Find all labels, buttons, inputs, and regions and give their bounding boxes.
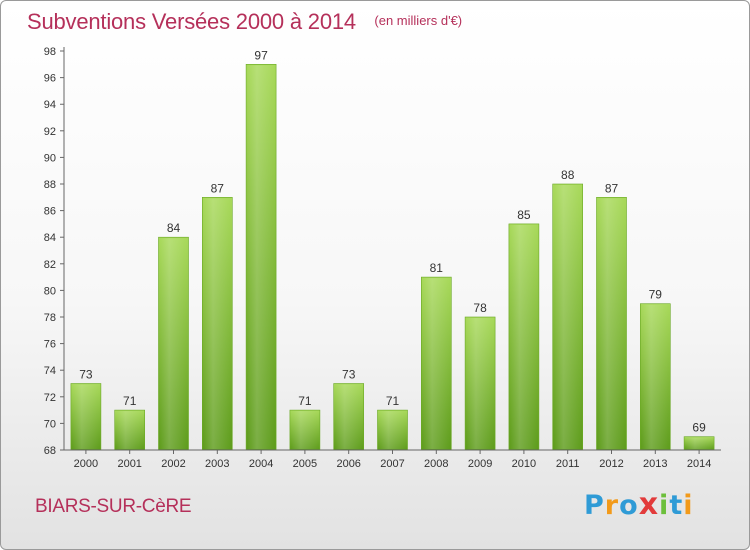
x-tick-label: 2003 [205,458,229,470]
x-tick-label: 2013 [643,458,667,470]
x-tick-label: 2002 [161,458,185,470]
y-tick-label: 72 [44,392,56,404]
bar-value-label: 88 [561,168,575,182]
y-axis: 68 70 72 74 76 78 80 82 84 86 88 90 92 94 96 98 [44,46,65,457]
bar-highlight [509,224,538,449]
y-tick-label: 88 [44,179,56,191]
y-tick-label: 68 [44,445,56,457]
bar-highlight [290,411,319,449]
x-tick-label: 2006 [336,458,360,470]
bar-value-label: 85 [517,208,531,222]
bar-highlight [422,278,451,449]
x-axis: 2000 2001 2002 2003 2004 2005 2006 2007 2008 2009… [64,449,721,470]
y-tick-label: 90 [44,152,56,164]
y-tick-label: 78 [44,312,56,324]
bar-highlight [685,437,714,449]
bar-value-label: 71 [123,394,137,408]
bar-value-label: 78 [473,301,487,315]
y-tick-label: 84 [44,232,56,244]
x-tick-label: 2014 [687,458,711,470]
x-tick-label: 2012 [599,458,623,470]
bar-value-label: 69 [692,421,706,435]
x-tick-label: 2010 [512,458,536,470]
y-tick-label: 96 [44,73,56,85]
brand-letter: t [669,490,684,521]
brand-letter: i [683,490,694,521]
bar-highlight [203,198,232,449]
bar-highlight [159,238,188,449]
y-tick-label: 80 [44,285,56,297]
x-tick-label: 2005 [293,458,317,470]
x-tick-label: 2000 [74,458,98,470]
y-tick-label: 74 [44,365,56,377]
bar-value-label: 79 [649,288,663,302]
bar-highlight [115,411,144,449]
x-tick-label: 2009 [468,458,492,470]
bar-value-label: 73 [342,368,356,382]
y-tick-label: 92 [44,126,56,138]
bar-value-label: 73 [79,368,93,382]
chart-subtitle: (en milliers d'€) [374,13,463,28]
bar-value-label: 84 [167,221,181,235]
y-tick-label: 82 [44,259,56,271]
y-tick-label: 76 [44,339,56,351]
bar-highlight [641,304,670,449]
brand-letter: P [584,490,605,521]
bar-highlight [247,65,276,450]
bar-value-label: 81 [430,261,444,275]
brand-letter: r [604,490,620,521]
commune-name: BIARS-SUR-CèRE [35,496,192,517]
bar-highlight [378,411,407,449]
brand-letter: x [638,487,660,522]
bars: 73 71 84 87 97 71 73 71 81 78 85 88 87 79 69 [70,48,715,451]
brand-logo[interactable]: Proxiti [584,487,694,522]
x-tick-label: 2007 [380,458,404,470]
x-tick-label: 2001 [117,458,141,470]
bar-value-label: 87 [211,181,225,195]
y-tick-label: 98 [44,46,56,58]
bar-value-label: 87 [605,181,619,195]
bar-highlight [466,318,495,449]
bar-value-label: 97 [254,48,268,62]
bar-highlight [553,185,582,449]
y-tick-label: 86 [44,206,56,218]
x-tick-label: 2011 [556,458,580,470]
y-tick-label: 94 [44,99,56,111]
brand-letter: i [659,490,670,521]
bar-value-label: 71 [386,394,400,408]
bar-value-label: 71 [298,394,312,408]
title-row: Subventions Versées 2000 à 2014 (en mill… [27,9,462,35]
y-tick-label: 70 [44,418,56,430]
bar-highlight [597,198,626,449]
bar-highlight [334,384,363,449]
x-tick-label: 2004 [249,458,273,470]
x-tick-label: 2008 [424,458,448,470]
brand-letter: o [619,490,639,521]
bar-highlight [71,384,100,449]
chart-title: Subventions Versées 2000 à 2014 [27,9,356,34]
